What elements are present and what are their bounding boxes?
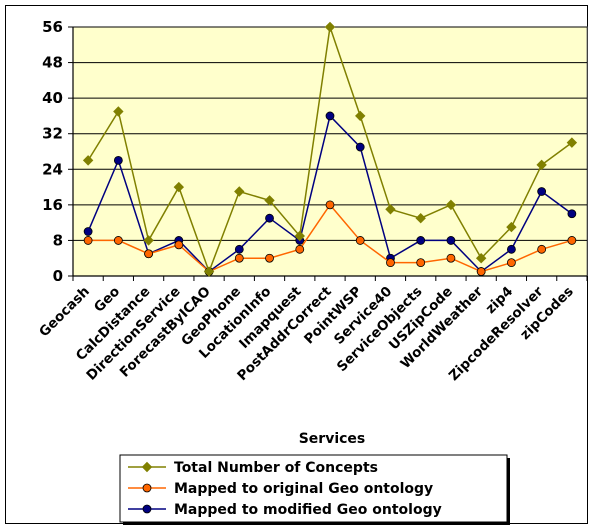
legend-label: Mapped to original Geo ontology — [174, 481, 433, 497]
data-point — [566, 137, 578, 148]
data-point — [416, 236, 426, 245]
y-tick-label: 24 — [42, 160, 63, 178]
series — [82, 21, 578, 277]
data-point — [325, 111, 335, 121]
legend-box — [119, 454, 508, 523]
legend: Total Number of Concepts Mapped to origin… — [119, 454, 510, 525]
data-point — [446, 236, 456, 245]
y-tick-label: 32 — [42, 125, 63, 143]
data-point — [82, 155, 94, 166]
legend-marker — [141, 461, 153, 473]
data-point — [83, 236, 93, 245]
data-point — [113, 155, 123, 165]
data-point — [294, 230, 305, 242]
data-point — [567, 209, 577, 219]
x-axis-ticks: GeocashGeoCalcDistanceDirectionServiceFo… — [36, 276, 588, 384]
series-0 — [82, 21, 578, 277]
data-point — [265, 213, 274, 223]
legend-item: Mapped to modified Geo ontology — [128, 502, 442, 518]
data-point — [507, 258, 516, 268]
data-point — [324, 21, 336, 33]
y-axis-ticks: 0 8 16 24 32 40 48 56 — [42, 18, 73, 285]
x-axis-title: Services — [299, 431, 366, 447]
data-point — [234, 244, 244, 254]
plot-area — [72, 26, 588, 277]
axes — [72, 27, 587, 277]
data-point — [567, 236, 577, 245]
x-tick-label: Geocash — [36, 284, 93, 341]
legend-label: Mapped to modified Geo ontology — [174, 502, 442, 518]
data-point — [113, 236, 123, 245]
data-point — [144, 249, 153, 259]
data-point — [446, 253, 456, 263]
data-point — [445, 199, 457, 211]
data-point — [295, 244, 305, 254]
data-point — [173, 181, 185, 193]
y-tick-label: 16 — [42, 196, 63, 214]
y-tick-label: 40 — [42, 89, 63, 107]
legend-shadow — [123, 522, 510, 525]
data-point — [537, 187, 547, 196]
data-point — [325, 200, 335, 210]
data-point — [385, 204, 396, 215]
y-tick-label: 8 — [53, 231, 63, 249]
data-point — [537, 244, 547, 254]
legend-marker — [142, 483, 152, 493]
data-point — [234, 186, 245, 197]
series-1 — [83, 200, 577, 276]
data-point — [265, 253, 274, 263]
y-tick-label: 56 — [42, 18, 63, 36]
data-point — [506, 221, 517, 233]
data-point — [203, 266, 215, 277]
legend-item: Total Number of Concepts — [128, 460, 378, 476]
data-point — [174, 240, 184, 250]
data-point — [476, 267, 486, 276]
legend-marker — [142, 504, 152, 514]
data-point — [355, 236, 365, 245]
data-point — [475, 253, 487, 264]
data-point — [536, 159, 547, 171]
data-point — [143, 235, 154, 246]
legend-item: Mapped to original Geo ontology — [128, 481, 433, 497]
data-point — [507, 244, 516, 254]
data-point — [416, 258, 426, 268]
data-point — [415, 212, 426, 224]
data-point — [264, 195, 275, 206]
data-point — [355, 142, 365, 152]
legend-label: Total Number of Concepts — [174, 460, 378, 476]
data-point — [355, 110, 366, 122]
data-point — [234, 253, 244, 263]
legend-shadow — [507, 458, 510, 525]
y-tick-label: 48 — [42, 54, 63, 72]
data-point — [113, 106, 124, 117]
y-tick-label: 0 — [53, 267, 63, 285]
data-point — [83, 227, 93, 236]
data-point — [386, 258, 395, 268]
